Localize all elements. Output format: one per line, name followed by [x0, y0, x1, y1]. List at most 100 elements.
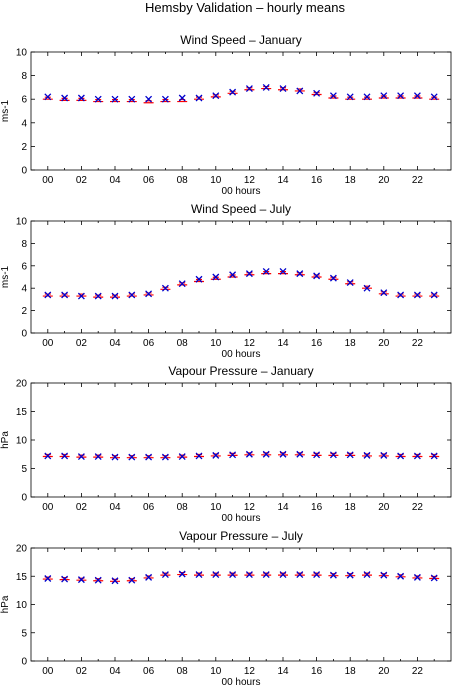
series-2-point — [329, 451, 337, 459]
series-2-point — [413, 291, 421, 299]
series-2-point — [44, 93, 52, 101]
series-2-point — [380, 571, 388, 579]
x-tick-label: 12 — [244, 502, 256, 513]
series-2-point — [296, 571, 304, 579]
series-2-point — [212, 92, 220, 100]
series-2-point — [128, 576, 136, 584]
x-tick-label: 02 — [76, 502, 88, 513]
series-2-point — [111, 453, 119, 461]
x-tick-label: 00 — [42, 502, 54, 513]
chart-panel-3: Vapour Pressure – January 0 5 10 15 20 00 02 04 0… — [0, 364, 452, 524]
x-tick-label: 08 — [177, 502, 189, 513]
series-2-point — [313, 272, 321, 280]
x-tick-label: 18 — [345, 666, 357, 677]
series-2-point — [61, 575, 69, 583]
series-2-point — [44, 291, 52, 299]
series-2-point — [94, 95, 102, 103]
chart-title: Wind Speed – January — [180, 33, 301, 47]
series-1-point — [143, 100, 154, 104]
y-tick-label: 10 — [16, 217, 28, 228]
series-2-point — [262, 83, 270, 91]
series-2-point — [195, 94, 203, 102]
series-2-point — [94, 453, 102, 460]
series-2-point — [195, 275, 203, 283]
x-tick-label: 10 — [210, 502, 222, 513]
x-tick-label: 02 — [76, 175, 88, 186]
series-2-point — [279, 267, 287, 275]
y-axis-label: hPa — [0, 431, 11, 449]
y-tick-label: 2 — [21, 306, 27, 317]
series-2-point — [380, 451, 388, 459]
x-tick-label: 10 — [210, 175, 222, 186]
series-2-point — [262, 267, 270, 275]
series-2-point — [262, 571, 270, 579]
x-tick-label: 12 — [244, 666, 256, 677]
chart-panel-4: Vapour Pressure – July 0 5 10 15 20 00 02 04 06 08… — [0, 529, 452, 688]
y-tick-label: 6 — [21, 95, 27, 106]
figure-title: Hemsby Validation – hourly means — [145, 0, 345, 15]
series-2-point — [145, 453, 153, 461]
y-axis-label: ms-1 — [0, 265, 11, 288]
x-tick-label: 08 — [177, 666, 189, 677]
series-2-point — [329, 92, 337, 100]
x-tick-label: 18 — [345, 175, 357, 186]
plot-frame — [30, 220, 452, 334]
series-2-point — [245, 450, 253, 458]
series-2-point — [346, 451, 354, 459]
series-2-point — [178, 94, 186, 102]
x-tick-label: 20 — [378, 666, 390, 677]
series-2-point — [61, 94, 69, 102]
x-tick-label: 14 — [277, 502, 289, 513]
plot-frame — [30, 51, 452, 171]
series-2-point — [346, 571, 354, 579]
series-2-point — [430, 452, 438, 460]
series-2-point — [413, 573, 421, 581]
y-tick-label: 4 — [21, 284, 27, 295]
y-tick-label: 20 — [16, 544, 28, 555]
series-2-point — [77, 576, 85, 584]
series-2-point — [111, 95, 119, 103]
series-2-point — [329, 571, 337, 579]
series-2-point — [430, 291, 438, 299]
series-2-point — [94, 576, 102, 584]
series-2-point — [212, 451, 220, 459]
series-2-point — [94, 292, 102, 300]
x-tick-label: 20 — [378, 502, 390, 513]
y-tick-label: 5 — [21, 628, 27, 639]
x-tick-label: 00 — [42, 666, 54, 677]
x-tick-label: 06 — [143, 666, 155, 677]
x-tick-label: 22 — [412, 175, 424, 186]
series-2-point — [229, 571, 237, 579]
series-2-point — [161, 571, 169, 579]
x-tick-label: 20 — [378, 175, 390, 186]
series-2-point — [77, 292, 85, 300]
series-2-point — [77, 94, 85, 102]
y-axis-label: hPa — [0, 595, 11, 613]
series-2-point — [296, 270, 304, 278]
series-2-point — [313, 571, 321, 579]
series-2-point — [413, 452, 421, 460]
series-2-point — [279, 571, 287, 579]
series-2-point — [77, 453, 85, 460]
series-2-point — [145, 290, 153, 298]
x-tick-label: 08 — [177, 338, 189, 349]
series-2-point — [397, 452, 405, 460]
series-2-point — [279, 450, 287, 458]
x-tick-label: 16 — [311, 666, 323, 677]
series-2-point — [161, 284, 169, 292]
y-tick-label: 4 — [21, 118, 27, 129]
x-tick-label: 18 — [345, 338, 357, 349]
x-tick-label: 22 — [412, 666, 424, 677]
series-2-point — [363, 284, 371, 292]
series-2-point — [111, 577, 119, 585]
series-2-point — [346, 279, 354, 287]
chart-title: Vapour Pressure – July — [179, 529, 303, 543]
series-2-point — [61, 291, 69, 299]
series-2-point — [430, 93, 438, 101]
chart-title: Wind Speed – July — [191, 202, 291, 216]
x-tick-label: 04 — [109, 502, 121, 513]
x-tick-label: 16 — [311, 502, 323, 513]
series-2-point — [44, 575, 52, 582]
y-tick-label: 15 — [16, 407, 28, 418]
series-2-point — [245, 571, 253, 579]
